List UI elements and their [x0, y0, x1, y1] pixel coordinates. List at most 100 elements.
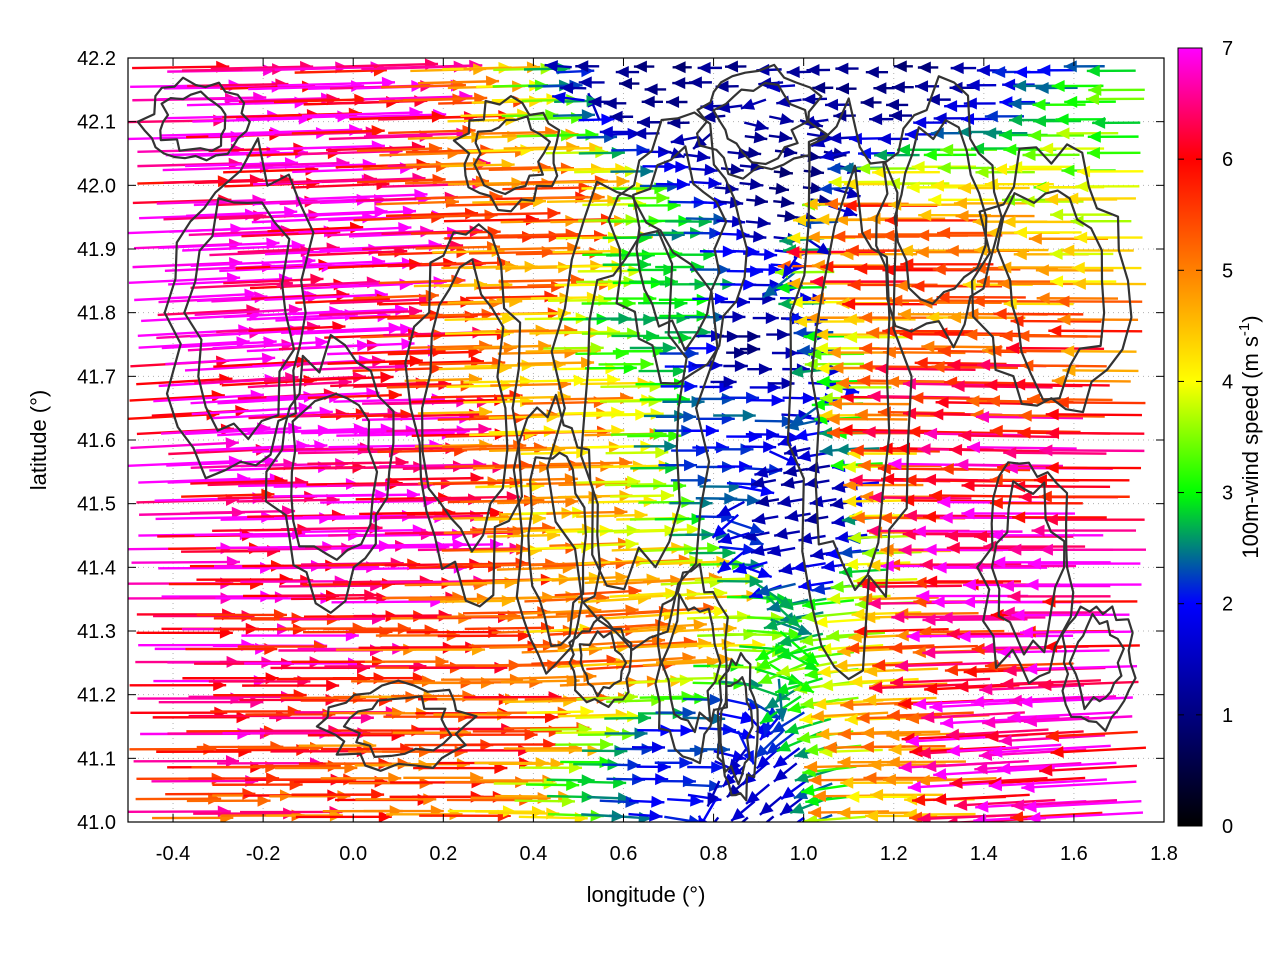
wind-vector-head: [746, 494, 761, 507]
wind-vector-head: [839, 424, 853, 437]
wind-vector-head: [857, 374, 871, 387]
wind-vector-head: [886, 729, 900, 742]
wind-vector-head: [1023, 715, 1038, 728]
wind-vector-head: [1048, 324, 1062, 337]
wind-vector-head: [859, 311, 873, 324]
wind-vector: [846, 644, 935, 650]
wind-vector-head: [755, 744, 769, 759]
wind-vector-head: [906, 181, 920, 194]
wind-vector-head: [859, 592, 873, 605]
wind-vector-head: [816, 213, 830, 226]
wind-vector-head: [865, 809, 879, 822]
wind-vector-head: [611, 260, 625, 273]
wind-vector: [949, 448, 1049, 453]
wind-vector: [550, 461, 633, 466]
wind-vector-head: [827, 346, 841, 359]
wind-vector-head: [923, 148, 937, 161]
wind-vector: [554, 589, 642, 597]
wind-vector-head: [804, 667, 819, 680]
wind-vector-head: [846, 790, 860, 803]
wind-vector: [295, 297, 390, 305]
wind-vector-head: [697, 61, 711, 74]
wind-vector: [411, 398, 508, 404]
wind-vector-head: [775, 683, 790, 695]
wind-vector-head: [917, 61, 931, 74]
wind-vector-head: [739, 460, 753, 473]
wind-vector: [321, 176, 426, 184]
wind-vector-head: [804, 358, 818, 371]
contour-line: [810, 164, 891, 591]
wind-vector-head: [897, 308, 911, 321]
wind-vector-head: [718, 532, 733, 545]
wind-vector-head: [667, 116, 681, 129]
wind-vector-head: [1057, 313, 1071, 326]
wind-vector-head: [982, 716, 996, 729]
wind-vector: [1039, 449, 1145, 453]
wind-vector-head: [810, 182, 824, 195]
wind-vector-head: [1092, 116, 1106, 129]
wind-vector-head: [868, 758, 882, 771]
wind-vector-head: [438, 378, 452, 391]
wind-vector: [376, 200, 459, 206]
wind-vector: [406, 511, 504, 516]
wind-vector-head: [1061, 244, 1075, 257]
wind-vector: [363, 132, 470, 138]
wind-vector-head: [697, 474, 711, 487]
wind-vector-head: [672, 77, 686, 90]
wind-vector-head: [910, 392, 924, 405]
wind-vector-head: [707, 542, 721, 555]
wind-vector: [331, 600, 444, 604]
contour-line: [893, 119, 988, 305]
wind-vector-head: [958, 182, 972, 195]
wind-vector-head: [750, 544, 765, 557]
wind-vector-head: [963, 665, 977, 678]
wind-vector-head: [1039, 764, 1053, 777]
wind-vector-head: [913, 116, 927, 129]
wind-vector: [1038, 680, 1139, 687]
wind-vector-head: [785, 347, 799, 360]
wind-vector-head: [869, 681, 883, 694]
wind-vector-head: [755, 495, 770, 507]
wind-vector-head: [696, 150, 711, 163]
wind-vector-head: [1027, 811, 1041, 822]
wind-vector-head: [919, 296, 933, 309]
wind-vector: [498, 246, 581, 251]
wind-vector-head: [793, 326, 807, 339]
wind-vector: [301, 528, 426, 534]
wind-vector-head: [794, 315, 808, 328]
wind-vector: [1039, 764, 1137, 773]
wind-vector-head: [816, 728, 830, 741]
wind-vector-head: [961, 113, 975, 126]
wind-vector-head: [717, 504, 732, 517]
wind-vector-head: [702, 110, 716, 123]
wind-vector-head: [945, 530, 959, 543]
wind-vector-head: [625, 214, 639, 227]
wind-vector: [1023, 715, 1133, 723]
wind-vector: [979, 684, 1085, 692]
wind-vector-head: [1012, 378, 1026, 391]
wind-vector: [446, 150, 529, 155]
wind-vector-head: [736, 296, 750, 309]
wind-vector-head: [1003, 446, 1017, 459]
x-tick-labels: -0.4 -0.2 0.0 0.2 0.4 0.6 0.8 1.0 1.2 1.4 1.6 1.8: [156, 843, 1178, 865]
wind-vector-head: [1026, 393, 1041, 406]
wind-vector-head: [261, 352, 276, 365]
wind-vector-head: [726, 330, 740, 343]
wind-vector-head: [618, 77, 632, 90]
colorbar-tick-label: 2: [1222, 594, 1233, 616]
wind-vector-head: [971, 643, 985, 655]
wind-vector-head: [676, 178, 690, 191]
wind-vector-head: [832, 230, 846, 243]
wind-vector: [190, 259, 316, 268]
y-axis-label: latitude (°): [26, 390, 51, 491]
wind-vector: [280, 526, 383, 531]
wind-vector-head: [764, 696, 780, 709]
wind-vector-head: [1003, 664, 1017, 677]
wind-vector-head: [656, 192, 670, 205]
wind-vector-head: [599, 125, 613, 138]
wind-vector-head: [633, 60, 647, 73]
wind-vector-head: [999, 329, 1013, 342]
wind-vector: [248, 84, 365, 91]
wind-vector: [210, 65, 314, 71]
wind-vector: [362, 164, 449, 171]
